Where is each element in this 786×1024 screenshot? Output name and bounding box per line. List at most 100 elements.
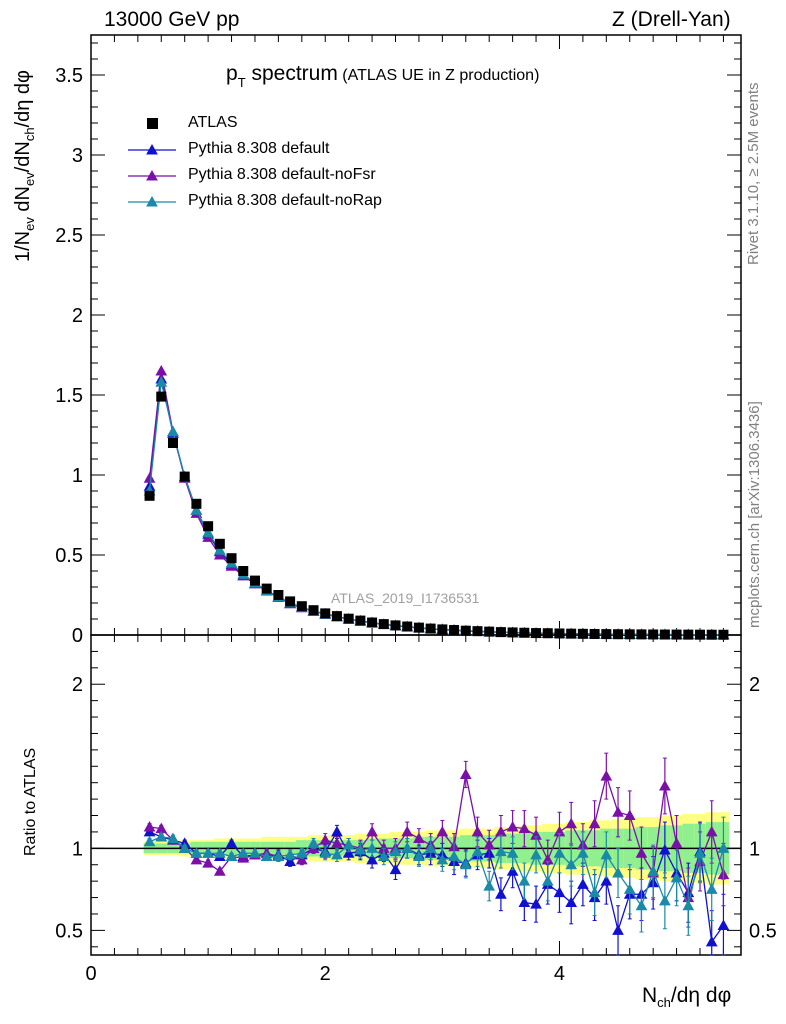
y-axis-label-main: 1/Nev dNev/dNch/dη dφ xyxy=(12,69,37,262)
ratio-series-marker xyxy=(213,847,226,858)
ratio-series-marker xyxy=(366,853,378,865)
main-series-marker xyxy=(155,364,168,376)
main-series-marker xyxy=(202,526,214,538)
atlas-data-point xyxy=(367,617,378,628)
ratio-series-marker xyxy=(295,847,308,858)
atlas-data-point xyxy=(472,626,483,637)
ratio-series-marker xyxy=(260,850,273,862)
ratio-series-marker xyxy=(541,875,554,886)
atlas-data-point xyxy=(449,625,460,636)
ratio-series-marker xyxy=(659,894,671,906)
ratio-series-marker xyxy=(459,768,472,779)
ratio-series-marker xyxy=(413,832,425,843)
x-tick-label: 2 xyxy=(320,963,331,985)
ratio-series-marker xyxy=(518,875,531,886)
ratio-series-marker xyxy=(389,863,402,875)
ratio-series-marker xyxy=(670,837,683,848)
atlas-data-point xyxy=(261,583,272,594)
ratio-series-marker xyxy=(565,858,578,870)
ratio-series-marker xyxy=(565,896,578,907)
ratio-series-marker xyxy=(167,832,179,843)
y-tick-label-main: 3.5 xyxy=(55,65,83,87)
atlas-data-point xyxy=(566,628,577,639)
ratio-series-marker xyxy=(178,842,191,853)
plot-title-note: (ATLAS UE in Z production) xyxy=(342,67,540,84)
atlas-data-point xyxy=(706,629,717,640)
ratio-series-marker xyxy=(670,871,683,883)
atlas-data-point xyxy=(191,498,202,509)
main-series-marker xyxy=(155,376,168,387)
y-tick-label-main: 2.5 xyxy=(55,225,83,247)
y-tick-label-main: 2 xyxy=(72,305,83,327)
atlas-data-point xyxy=(273,590,284,600)
ratio-series-marker xyxy=(717,919,730,930)
ratio-series-marker xyxy=(389,845,402,857)
atlas-data-point xyxy=(484,626,495,637)
ratio-series-marker xyxy=(694,847,706,858)
ratio-series-marker xyxy=(705,825,718,837)
ratio-series-marker xyxy=(331,848,343,860)
main-series-marker xyxy=(190,504,203,515)
plot-title: pT spectrum (ATLAS UE in Z production) xyxy=(226,62,540,90)
atlas-data-point xyxy=(378,619,389,630)
ratio-series-marker xyxy=(518,822,531,834)
x-axis-label: Nch/dη dφ xyxy=(642,984,732,1011)
ratio-series-marker xyxy=(413,850,425,862)
ratio-series-marker xyxy=(565,817,578,829)
ratio-series-marker xyxy=(647,865,660,876)
ratio-series-marker xyxy=(295,853,308,865)
legend-label-norap: Pythia 8.308 default-noRap xyxy=(188,192,382,209)
ratio-series-marker xyxy=(401,842,414,853)
plot-title-p: p xyxy=(226,62,238,85)
ratio-series-marker xyxy=(483,880,496,891)
ratio-series-marker xyxy=(366,825,378,837)
atlas-data-point xyxy=(695,629,706,640)
side-label-lower: mcplots.cern.ch [arXiv:1306.3436] xyxy=(746,401,763,628)
ratio-series-marker xyxy=(506,865,519,876)
ratio-series-marker xyxy=(483,839,496,850)
ratio-series-marker xyxy=(717,842,730,853)
legend-marker-triangle xyxy=(146,169,158,181)
atlas-data-point xyxy=(402,621,413,632)
ratio-series-marker xyxy=(530,848,542,860)
y-tick-label-main: 0.5 xyxy=(55,545,83,567)
ratio-series-marker xyxy=(143,820,156,832)
ratio-series-marker xyxy=(495,888,507,899)
ratio-series-marker xyxy=(471,825,484,837)
x-tick-label: 0 xyxy=(85,963,96,985)
ratio-series-marker xyxy=(553,886,566,898)
ratio-series-marker xyxy=(635,899,648,911)
atlas-data-point xyxy=(554,628,565,639)
ratio-series-marker xyxy=(682,899,695,911)
ratio-series-marker xyxy=(600,875,613,886)
ratio-series-marker xyxy=(377,850,390,862)
ratio-series-marker xyxy=(436,825,449,837)
atlas-data-point xyxy=(601,629,612,640)
y-tick-label-ratio: 2 xyxy=(72,674,83,696)
ratio-series-marker xyxy=(342,839,355,850)
ratio-series-marker xyxy=(190,847,203,858)
ratio-series-marker xyxy=(319,834,332,845)
legend-label-nofsr: Pythia 8.308 default-noFsr xyxy=(188,166,376,183)
atlas-data-point xyxy=(531,628,542,639)
ratio-series-marker xyxy=(284,848,296,860)
legend-marker-atlas xyxy=(147,118,158,129)
ratio-series-marker xyxy=(237,847,250,858)
ratio-series-marker xyxy=(577,847,589,858)
ratio-series-marker xyxy=(495,845,507,857)
plot-title-tail: spectrum xyxy=(245,62,338,85)
ratio-series-marker xyxy=(600,770,613,781)
analysis-watermark: ATLAS_2019_I1736531 xyxy=(331,590,480,606)
ratio-series-marker xyxy=(213,865,226,876)
main-series-marker xyxy=(167,425,179,437)
atlas-data-point xyxy=(355,615,366,626)
ratio-series-marker xyxy=(284,855,296,866)
y-tick-label-ratio-right: 1 xyxy=(749,838,760,860)
atlas-data-point xyxy=(285,596,296,607)
atlas-data-point xyxy=(156,391,167,402)
plot-title-sub: T xyxy=(237,75,246,90)
ratio-series-marker xyxy=(436,853,449,865)
y-tick-label-ratio: 0.5 xyxy=(55,920,83,942)
atlas-data-point xyxy=(624,629,635,640)
